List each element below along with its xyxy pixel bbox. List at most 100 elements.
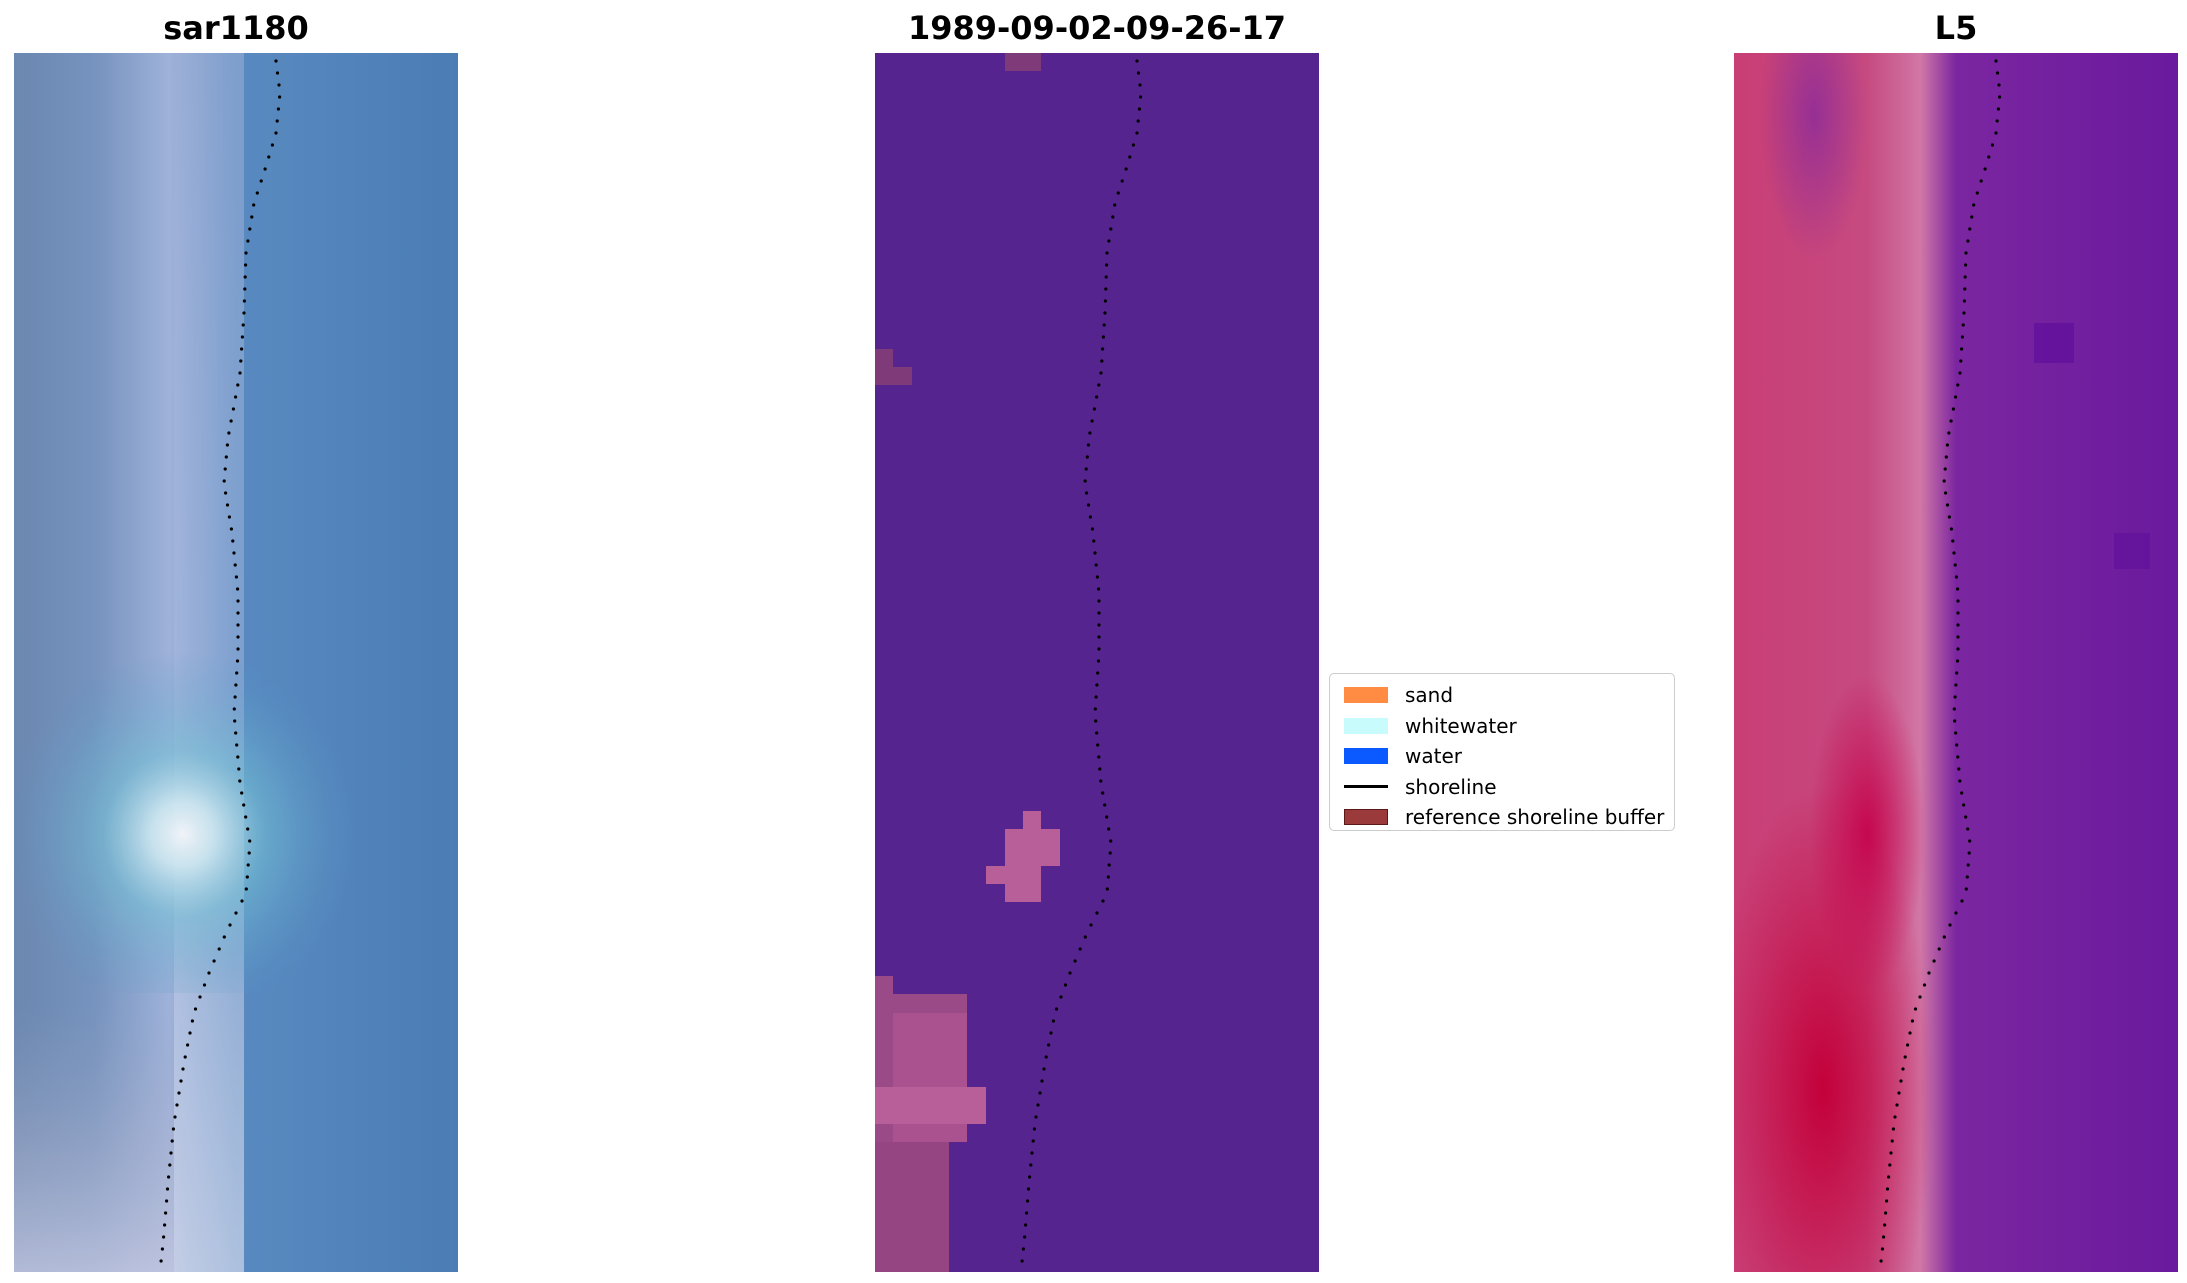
shoreline-point xyxy=(1942,935,1946,939)
shoreline-point xyxy=(231,407,235,411)
shoreline-point xyxy=(1956,755,1960,759)
shoreline-point xyxy=(1097,647,1101,651)
shoreline-point xyxy=(1965,875,1969,879)
shoreline-point xyxy=(1107,827,1111,831)
shoreline-point xyxy=(1954,683,1958,687)
shoreline-point xyxy=(1100,359,1104,363)
shoreline-point xyxy=(1095,683,1099,687)
shoreline-point xyxy=(1899,1079,1903,1083)
shoreline-point xyxy=(223,467,227,471)
shoreline-point xyxy=(1097,599,1101,603)
shoreline-point xyxy=(163,1223,167,1227)
shoreline-point xyxy=(1097,755,1101,759)
shoreline-point xyxy=(1137,107,1141,111)
shoreline-point xyxy=(1990,143,1994,147)
shoreline-point xyxy=(1995,119,1999,123)
shoreline-point xyxy=(242,299,246,303)
shoreline-point xyxy=(1093,707,1097,711)
shoreline-point xyxy=(1068,971,1072,975)
shoreline-point xyxy=(1028,1175,1032,1179)
shoreline-point xyxy=(1960,347,1964,351)
panel-title-index: L5 xyxy=(1934,9,1978,47)
shoreline-point xyxy=(238,779,242,783)
shoreline-point xyxy=(1089,923,1093,927)
shoreline-point xyxy=(1883,1223,1887,1227)
shoreline-point xyxy=(267,155,271,159)
shoreline-point xyxy=(236,623,240,627)
shoreline-point xyxy=(1955,671,1959,675)
shoreline-point xyxy=(1994,59,1998,63)
shoreline-point xyxy=(1953,563,1957,567)
shoreline-point xyxy=(1994,131,1998,135)
shoreline-point xyxy=(236,587,240,591)
shoreline-point xyxy=(236,383,240,387)
shoreline-point xyxy=(236,755,240,759)
shoreline-point xyxy=(1096,659,1101,663)
shoreline-point xyxy=(235,659,240,663)
shoreline-point xyxy=(244,263,248,267)
shoreline-point xyxy=(160,1247,164,1251)
shoreline-point xyxy=(193,1007,198,1011)
shoreline-point xyxy=(177,1091,181,1095)
shoreline-point xyxy=(1030,1151,1034,1155)
shoreline-point xyxy=(244,887,248,891)
shoreline-point xyxy=(222,479,226,483)
shoreline-point xyxy=(1101,335,1105,339)
shoreline-point xyxy=(237,767,241,771)
shoreline-point xyxy=(1034,1115,1038,1119)
shoreline-point xyxy=(1952,707,1956,711)
shoreline-point xyxy=(1968,227,1972,231)
shoreline-point xyxy=(1927,971,1931,975)
shoreline-point xyxy=(1094,695,1098,699)
shoreline-point xyxy=(1106,875,1110,879)
legend-item-reference-buffer: reference shoreline buffer xyxy=(1336,802,1674,833)
shoreline-point xyxy=(170,1139,174,1143)
shoreline-point xyxy=(235,743,239,747)
shoreline-point xyxy=(1996,107,2000,111)
shoreline-point xyxy=(175,1103,179,1107)
shoreline-point xyxy=(243,287,247,291)
shoreline-point xyxy=(231,539,235,543)
shoreline-point xyxy=(1023,1235,1027,1239)
shoreline-point xyxy=(1024,1223,1028,1227)
shoreline-point xyxy=(248,227,252,231)
shoreline-point xyxy=(1944,455,1948,459)
shoreline-point xyxy=(1094,719,1098,723)
shoreline-point xyxy=(227,431,231,435)
shoreline-point xyxy=(207,971,211,975)
legend-label: shoreline xyxy=(1405,774,1497,799)
shoreline-point xyxy=(1954,395,1958,399)
shoreline-point xyxy=(1116,191,1120,195)
shoreline-point xyxy=(1032,1127,1036,1131)
legend-label: whitewater xyxy=(1405,713,1517,738)
shoreline-point xyxy=(1054,1007,1059,1011)
shoreline-point xyxy=(1139,95,1143,99)
shoreline-dots xyxy=(1879,59,2002,1263)
legend-swatch-water xyxy=(1344,748,1388,765)
shoreline-point xyxy=(1138,83,1142,87)
shoreline-point xyxy=(1103,299,1107,303)
shoreline-point xyxy=(1956,647,1960,651)
shoreline-point xyxy=(244,815,248,819)
panel-title-rgb: sar1180 xyxy=(163,9,309,47)
shoreline-point xyxy=(1887,1175,1891,1179)
shoreline-point xyxy=(234,683,238,687)
shoreline-point xyxy=(1098,767,1102,771)
shoreline-point xyxy=(1962,311,1966,315)
shoreline-point xyxy=(246,863,250,867)
shoreline-point xyxy=(277,83,281,87)
shoreline-point xyxy=(1090,527,1094,531)
shoreline-point xyxy=(1095,395,1099,399)
shoreline-point xyxy=(1918,995,1922,999)
shoreline-point xyxy=(1997,83,2001,87)
shoreline-point xyxy=(1102,323,1106,327)
shoreline-point xyxy=(1998,95,2002,99)
shoreline-point xyxy=(229,527,233,531)
shoreline-point xyxy=(236,635,240,639)
shoreline-point xyxy=(1103,311,1107,315)
shoreline-point xyxy=(240,347,244,351)
shoreline-point xyxy=(240,899,244,903)
shoreline-point xyxy=(1882,1235,1886,1239)
shoreline-point xyxy=(167,1175,171,1179)
shoreline-point xyxy=(1954,575,1958,579)
